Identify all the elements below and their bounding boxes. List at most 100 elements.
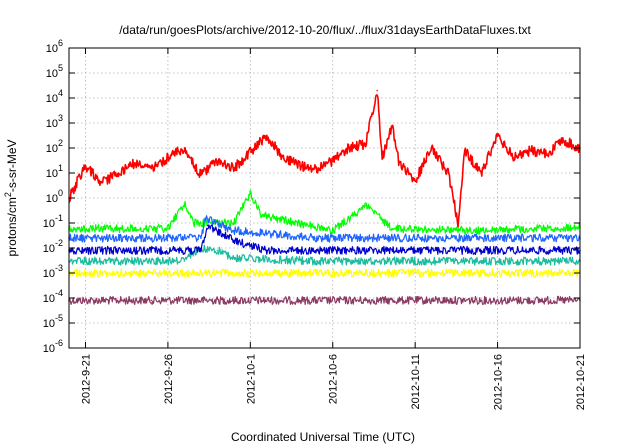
data-point — [183, 260, 186, 262]
data-point — [447, 172, 449, 174]
data-point — [364, 142, 367, 145]
y-tick-label: 105 — [46, 63, 63, 80]
data-point — [562, 139, 565, 142]
data-point — [249, 151, 252, 153]
x-axis-label: Coordinated Universal Time (UTC) — [231, 430, 415, 444]
series-line — [68, 295, 581, 305]
data-point — [150, 272, 153, 274]
series-line — [68, 224, 581, 255]
data-point — [233, 239, 235, 242]
data-point — [546, 152, 548, 155]
y-tick-label: 106 — [46, 38, 63, 55]
x-tick-label: 2012-10-6 — [328, 354, 340, 404]
data-point — [496, 135, 499, 137]
data-point — [414, 179, 417, 182]
data-point — [233, 299, 235, 302]
data-point — [150, 299, 153, 302]
y-tick-label: 10-3 — [43, 263, 63, 280]
data-point — [299, 164, 301, 167]
data-point — [249, 192, 252, 195]
data-point — [480, 249, 482, 252]
data-point — [233, 229, 235, 232]
y-tick-label: 10-4 — [43, 288, 63, 305]
data-point — [480, 260, 482, 262]
data-point — [430, 147, 433, 149]
series-line — [68, 189, 581, 235]
data-point — [376, 89, 379, 92]
series-line — [68, 215, 581, 243]
data-point — [381, 157, 384, 159]
data-point — [134, 162, 136, 164]
data-point — [513, 157, 515, 159]
y-tick-label: 101 — [46, 163, 63, 180]
data-point — [315, 272, 318, 274]
data-point — [391, 124, 393, 127]
data-point — [397, 272, 400, 274]
y-tick-label: 10-2 — [43, 238, 63, 255]
data-point — [480, 299, 482, 302]
data-point — [397, 237, 400, 239]
y-tick-label: 10-1 — [43, 213, 63, 230]
data-point — [101, 182, 103, 184]
data-point — [480, 229, 482, 232]
x-tick-label: 2012-9-21 — [80, 354, 92, 404]
x-tick-label: 2012-10-1 — [245, 354, 257, 404]
series-line — [68, 268, 581, 278]
data-point — [233, 272, 235, 274]
data-point — [315, 260, 318, 262]
data-point — [315, 299, 318, 302]
data-point — [315, 237, 318, 239]
data-point — [331, 160, 334, 162]
y-tick-label: 104 — [46, 88, 63, 105]
data-point — [233, 222, 235, 224]
series-layer — [68, 89, 581, 305]
data-point — [216, 160, 219, 162]
data-point — [193, 222, 196, 224]
x-tick-label: 2012-9-26 — [163, 354, 175, 404]
y-tick-label: 10-5 — [43, 313, 63, 330]
y-tick-label: 103 — [46, 113, 63, 130]
data-point — [397, 299, 400, 302]
data-point — [206, 224, 209, 227]
data-point — [183, 202, 186, 205]
data-point — [397, 249, 400, 252]
x-axis-ticks: 2012-9-21 2012-9-26 2012-10-1 2012-10-6 2012… — [80, 48, 587, 410]
data-point — [200, 174, 202, 177]
data-point — [233, 257, 235, 259]
data-point — [348, 147, 351, 149]
y-axis-label: protons/cm2-s-sr-MeV — [3, 139, 19, 256]
data-point — [282, 157, 285, 159]
y-tick-label: 102 — [46, 138, 63, 155]
data-point — [397, 160, 400, 162]
data-point — [167, 157, 169, 159]
series-4 — [68, 189, 581, 235]
data-point — [364, 204, 367, 207]
data-point — [205, 217, 207, 220]
data-point — [200, 249, 202, 252]
x-tick-label: 2012-10-21 — [575, 354, 587, 410]
data-point — [150, 167, 153, 170]
data-point — [463, 149, 466, 152]
data-point — [266, 135, 268, 137]
data-point — [117, 172, 120, 174]
data-point — [216, 249, 219, 252]
data-point — [457, 222, 459, 224]
data-point — [266, 249, 268, 252]
series-line — [68, 94, 581, 228]
data-point — [480, 237, 482, 239]
series-1 — [68, 295, 581, 305]
data-point — [84, 164, 87, 167]
series-line — [68, 244, 581, 266]
data-point — [397, 260, 400, 262]
series-7 — [68, 89, 581, 228]
data-point — [167, 227, 169, 230]
x-tick-label: 2012-10-11 — [410, 354, 422, 409]
data-point — [480, 172, 482, 174]
data-point — [183, 147, 186, 149]
data-point — [200, 237, 202, 239]
chart-title: /data/run/goesPlots/archive/2012-10-20/f… — [119, 23, 531, 37]
y-tick-label: 100 — [46, 188, 63, 205]
data-point — [480, 272, 482, 274]
data-point — [331, 229, 334, 232]
